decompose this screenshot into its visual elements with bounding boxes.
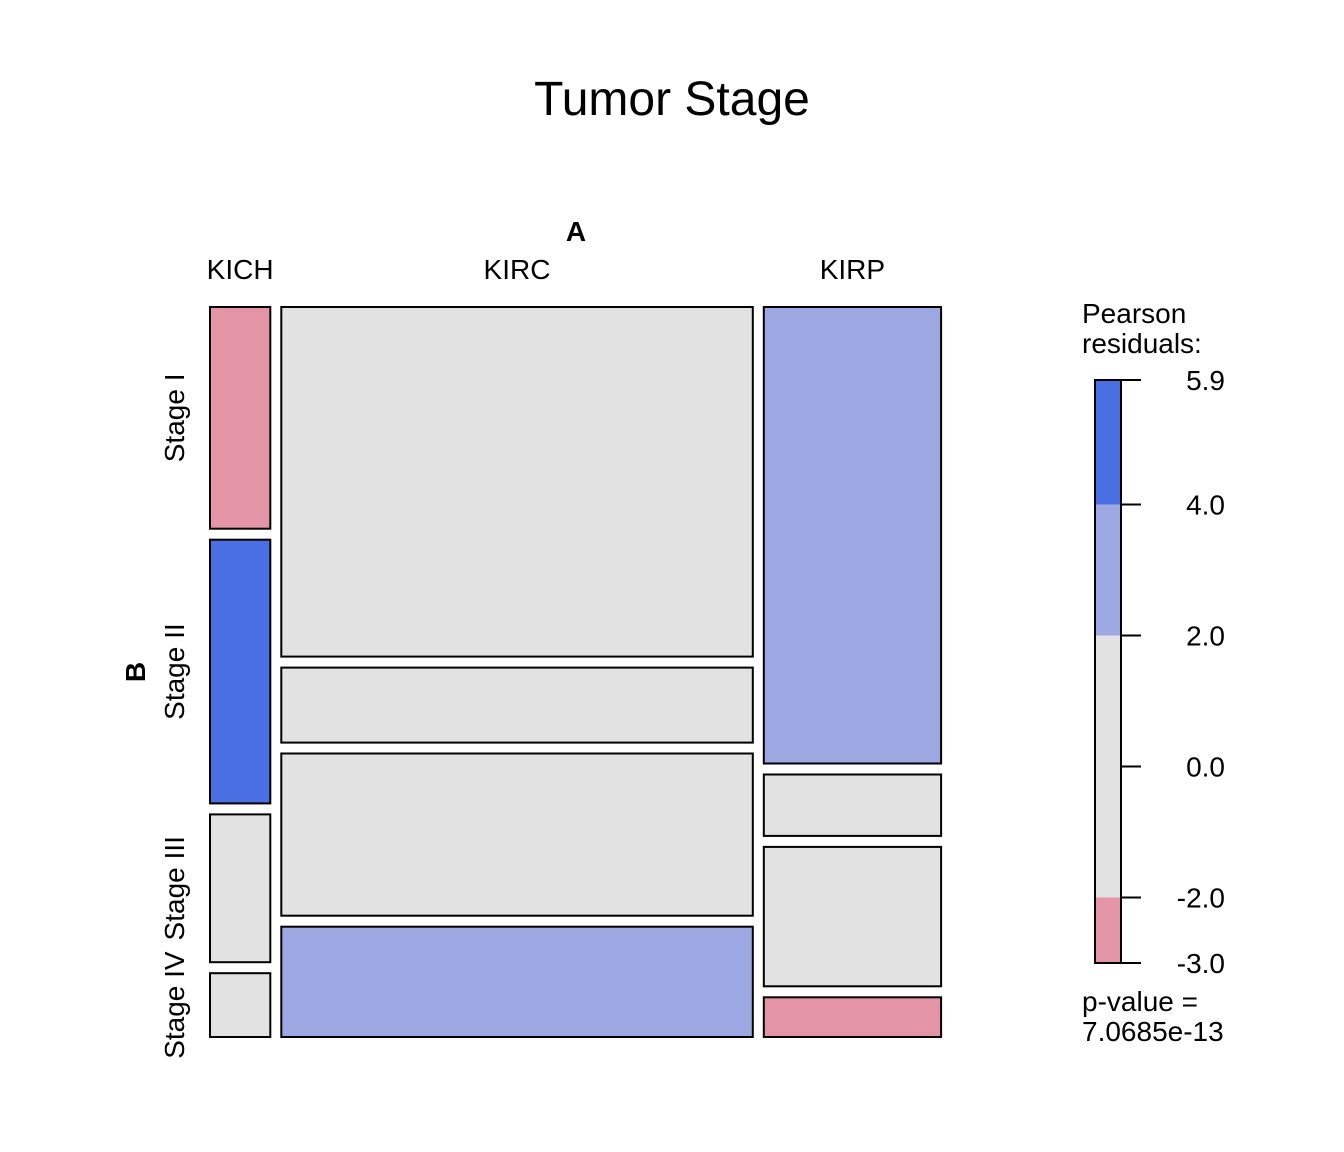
legend-ticks: 5.9 4.0 2.0 0.0 -2.0 -3.0	[1121, 365, 1225, 979]
pvalue-label: p-value =	[1082, 986, 1198, 1017]
row-labels: Stage I Stage II Stage III Stage IV	[159, 374, 190, 1059]
tile-kirp-stage-ii	[762, 773, 943, 837]
legend-band-4-to-5-9	[1095, 380, 1121, 505]
legend-tick-label: 0.0	[1186, 752, 1225, 783]
tile-kich-stage-i	[209, 306, 272, 530]
legend-band-2-to-2	[1095, 635, 1121, 898]
legend-title-line2: residuals:	[1082, 328, 1202, 359]
tile-kirc-stage-ii	[280, 666, 754, 744]
legend-band-2-to-4	[1095, 504, 1121, 636]
tile-kirc-stage-iii	[280, 752, 754, 917]
row-label-stage-i: Stage I	[159, 374, 190, 463]
row-label-stage-iv: Stage IV	[159, 951, 190, 1059]
legend-tick-label: 2.0	[1186, 621, 1225, 652]
legend-band-3-to-2	[1095, 897, 1121, 963]
column-labels: KICH KIRC KIRP	[207, 254, 885, 285]
mosaic-tiles	[209, 306, 943, 1039]
row-label-stage-ii: Stage II	[159, 623, 190, 720]
legend-tick-label: -2.0	[1177, 883, 1225, 914]
row-label-stage-iii: Stage III	[159, 836, 190, 940]
legend-color-bar	[1094, 379, 1122, 964]
legend-tick-label: -3.0	[1177, 948, 1225, 979]
x-factor-label: A	[566, 216, 586, 247]
y-factor-label: B	[120, 662, 151, 682]
legend-title-line1: Pearson	[1082, 298, 1186, 329]
legend-tick-label: 5.9	[1186, 365, 1225, 396]
tile-kirc-stage-iv	[280, 925, 754, 1039]
residual-legend: Pearson residuals: 5.94.02.00.0-2.0-3.0 …	[1082, 298, 1225, 1047]
column-label-kich: KICH	[207, 254, 274, 285]
column-label-kirc: KIRC	[484, 254, 551, 285]
tile-kirp-stage-iv	[762, 996, 943, 1038]
tile-kirp-stage-i	[762, 306, 943, 765]
tile-kich-stage-ii	[209, 538, 272, 805]
tile-kich-stage-iii	[209, 813, 272, 964]
legend-tick-label: 4.0	[1186, 490, 1225, 521]
tile-kirp-stage-iii	[762, 845, 943, 988]
tile-kirc-stage-i	[280, 306, 754, 658]
pvalue-value: 7.0685e-13	[1082, 1016, 1224, 1047]
tile-kich-stage-iv	[209, 972, 272, 1039]
chart-title: Tumor Stage	[534, 73, 810, 126]
column-label-kirp: KIRP	[820, 254, 885, 285]
legend-bar-outline	[1094, 379, 1122, 964]
